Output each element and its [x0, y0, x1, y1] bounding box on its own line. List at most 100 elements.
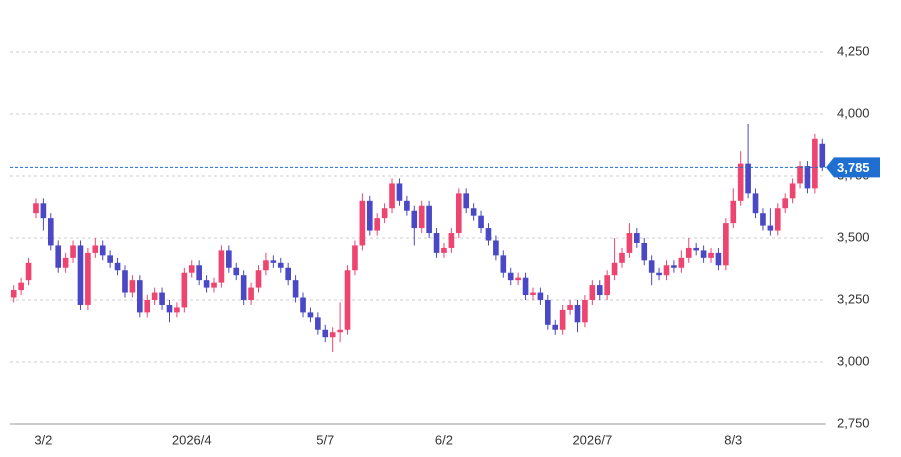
candle-body	[596, 285, 603, 296]
candle-body	[544, 300, 551, 325]
candle-body	[463, 193, 470, 209]
candle-body	[55, 245, 62, 268]
y-tick-label: 3,000	[837, 353, 870, 368]
candle-body	[218, 250, 225, 283]
candle-body	[500, 255, 507, 273]
candle-body	[656, 272, 662, 276]
candle-body	[767, 225, 774, 231]
candle-body	[77, 245, 84, 305]
candle-body	[40, 203, 47, 219]
y-tick-label: 3,250	[837, 291, 870, 306]
candle-body	[151, 292, 158, 300]
candle-body	[782, 198, 789, 209]
candle-body	[240, 275, 247, 300]
candle-body	[329, 332, 336, 338]
candle-body	[70, 245, 76, 258]
candle-body	[381, 208, 388, 219]
candle-body	[760, 213, 766, 226]
candle-body	[797, 166, 803, 184]
x-tick-label: 8/3	[724, 432, 742, 447]
candle-body	[426, 205, 432, 234]
candle-body	[745, 163, 751, 194]
candle-body	[685, 247, 692, 258]
candle-body	[812, 138, 818, 189]
candle-body	[174, 307, 180, 313]
candle-body	[270, 260, 277, 263]
candle-body	[263, 260, 269, 271]
candle-body	[159, 292, 165, 305]
candle-body	[359, 200, 366, 246]
candle-body	[448, 233, 455, 248]
candle-body	[396, 183, 403, 201]
candle-body	[648, 260, 655, 273]
candle-body	[693, 247, 700, 251]
candle-body	[752, 193, 759, 214]
candle-body	[62, 257, 69, 268]
candle-body	[92, 245, 99, 253]
candle-body	[478, 215, 484, 229]
candle-body	[819, 143, 826, 168]
candle-body	[181, 272, 188, 308]
candle-body	[507, 272, 514, 281]
candle-body	[723, 223, 729, 266]
candle-body	[292, 280, 299, 298]
candle-body	[129, 280, 136, 293]
candle-body	[470, 208, 477, 216]
x-tick-label: 2026/7	[572, 432, 612, 447]
candle-body	[374, 218, 381, 231]
candle-body	[166, 304, 173, 313]
candle-body	[708, 252, 714, 258]
candle-body	[389, 183, 395, 209]
candle-body	[604, 275, 610, 296]
candle-body	[344, 270, 351, 330]
candle-body	[626, 233, 633, 253]
candle-body	[144, 300, 151, 313]
candle-body	[574, 304, 581, 323]
current-price-label: 3,785	[837, 160, 870, 175]
candle-body	[700, 250, 707, 258]
y-tick-label: 3,500	[837, 229, 870, 244]
candle-body	[455, 193, 462, 234]
candle-body	[552, 324, 559, 330]
candle-body	[18, 282, 24, 291]
candle-body	[530, 292, 536, 296]
x-tick-label: 6/2	[435, 432, 453, 447]
candle-body	[671, 265, 677, 268]
candle-body	[33, 203, 39, 214]
x-tick-label: 2026/4	[172, 432, 212, 447]
candle-body	[582, 300, 588, 323]
candle-body	[678, 257, 685, 268]
candle-body	[203, 280, 210, 288]
candle-body	[233, 267, 240, 276]
candle-body	[322, 329, 329, 338]
candle-body	[715, 252, 722, 266]
candle-body	[493, 240, 499, 256]
x-tick-label: 3/2	[34, 432, 52, 447]
candle-body	[804, 166, 811, 189]
candle-body	[730, 200, 737, 224]
candle-body	[515, 277, 521, 281]
candle-body	[188, 265, 195, 273]
candle-body	[411, 210, 418, 229]
candle-body	[337, 329, 343, 333]
candle-body	[485, 228, 492, 241]
candle-body	[418, 205, 425, 229]
candle-body	[248, 287, 254, 300]
candle-body	[663, 265, 670, 276]
candle-body	[255, 270, 262, 288]
candle-body	[315, 317, 321, 330]
candle-body	[441, 247, 447, 253]
candle-body	[559, 309, 566, 330]
candle-body	[211, 282, 217, 288]
candle-body	[196, 265, 202, 281]
candle-body	[107, 255, 113, 263]
candle-body	[611, 262, 618, 276]
candle-body	[136, 280, 143, 313]
candle-body	[619, 252, 625, 263]
current-price-tag	[826, 157, 880, 178]
y-tick-label: 4,250	[837, 43, 870, 58]
candle-body	[567, 304, 573, 310]
y-tick-label: 4,000	[837, 105, 870, 120]
